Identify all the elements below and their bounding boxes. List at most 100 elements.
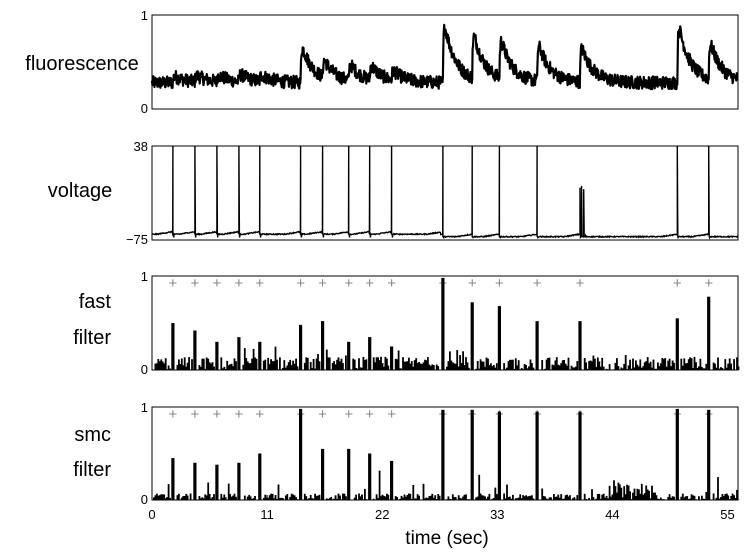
noise-bar: [306, 499, 309, 500]
noise-bar: [490, 363, 492, 370]
noise-bar: [737, 366, 740, 370]
noise-bar: [311, 498, 314, 500]
noise-bar: [315, 358, 318, 370]
noise-bar: [295, 497, 297, 500]
noise-bar: [178, 359, 180, 370]
noise-bar: [283, 360, 286, 370]
noise-bar: [687, 359, 690, 370]
noise-bar: [169, 497, 171, 500]
noise-bar: [264, 494, 267, 500]
noise-bar: [680, 496, 683, 500]
spike-bar: [299, 324, 303, 370]
noise-bar: [336, 359, 338, 370]
noise-bar: [670, 366, 672, 370]
noise-bar: [635, 360, 637, 370]
fast-filter-panel: fast filter 10+++++++++++++++++: [73, 269, 740, 377]
noise-bar: [191, 359, 193, 370]
noise-bar: [712, 493, 715, 500]
noise-bar: [626, 369, 628, 370]
noise-bar: [364, 360, 366, 370]
noise-bar: [541, 360, 544, 370]
noise-bar: [317, 354, 319, 370]
fluorescence-label: fluorescence: [25, 53, 138, 75]
noise-bar: [358, 358, 360, 370]
noise-bar: [684, 363, 687, 370]
noise-bar: [601, 357, 604, 370]
noise-bar: [654, 492, 656, 500]
noise-bar: [318, 494, 321, 500]
noise-bar: [705, 491, 708, 500]
noise-bar: [681, 493, 684, 500]
fast-filter-label-line1: fast: [79, 291, 112, 313]
noise-bar: [692, 368, 694, 370]
noise-bar: [410, 498, 413, 500]
noise-bar: [167, 365, 170, 370]
noise-bar: [681, 365, 684, 370]
noise-bar: [248, 363, 251, 370]
noise-bar: [387, 494, 390, 500]
spike-bar: [299, 408, 303, 500]
noise-bar: [728, 499, 731, 500]
noise-bar: [462, 496, 464, 500]
noise-bar: [198, 496, 201, 500]
noise-bar: [396, 359, 398, 370]
spike-marker: +: [191, 406, 200, 423]
noise-bar: [158, 495, 161, 500]
noise-bar: [312, 359, 315, 370]
noise-bar: [399, 368, 401, 370]
spike-marker: +: [318, 275, 327, 292]
noise-bar: [453, 497, 456, 500]
noise-bar: [617, 366, 620, 370]
noise-bar: [270, 493, 272, 500]
noise-bar: [465, 357, 467, 370]
x-tick-label: 55: [720, 507, 734, 522]
noise-bar: [495, 493, 498, 500]
noise-bar: [396, 497, 398, 500]
noise-bar: [453, 363, 456, 370]
noise-bar: [318, 361, 321, 370]
noise-bar: [408, 493, 410, 500]
noise-bar: [308, 498, 311, 500]
noise-bar: [703, 368, 706, 370]
noise-bar: [528, 366, 530, 370]
noise-bar: [693, 495, 696, 500]
spike-bar: [258, 341, 262, 370]
noise-bar: [279, 498, 281, 500]
noise-bar: [730, 496, 733, 500]
noise-bar: [210, 498, 212, 500]
noise-bar: [454, 497, 457, 500]
noise-bar: [284, 495, 287, 500]
y-tick-label-bottom: 0: [141, 101, 148, 116]
spike-marker: +: [673, 275, 682, 292]
noise-bar: [624, 494, 627, 500]
noise-bar: [422, 483, 425, 500]
spike-marker: +: [365, 406, 374, 423]
noise-bar: [199, 498, 202, 500]
noise-bar: [684, 496, 687, 500]
spike-marker: +: [344, 406, 353, 423]
noise-bar: [359, 367, 362, 370]
noise-bar: [517, 497, 520, 500]
noise-bar: [488, 493, 491, 500]
noise-bar: [153, 497, 155, 500]
noise-bar: [154, 363, 157, 370]
noise-bar: [161, 494, 164, 500]
noise-bar: [689, 357, 691, 370]
noise-bar: [598, 493, 601, 500]
noise-bar: [585, 362, 587, 370]
noise-bar: [529, 359, 532, 370]
noise-bar: [182, 496, 185, 500]
noise-bar: [245, 358, 248, 370]
noise-bar: [400, 368, 403, 370]
noise-bar: [720, 497, 722, 500]
noise-bar: [427, 498, 429, 500]
noise-bar: [361, 367, 363, 370]
noise-bar: [503, 363, 505, 370]
noise-bar: [438, 495, 441, 500]
noise-bar: [481, 495, 483, 500]
noise-bar: [284, 367, 287, 370]
spike-marker: +: [344, 275, 353, 292]
noise-bar: [339, 361, 341, 370]
noise-bar: [207, 482, 210, 500]
noise-bar: [254, 496, 256, 500]
